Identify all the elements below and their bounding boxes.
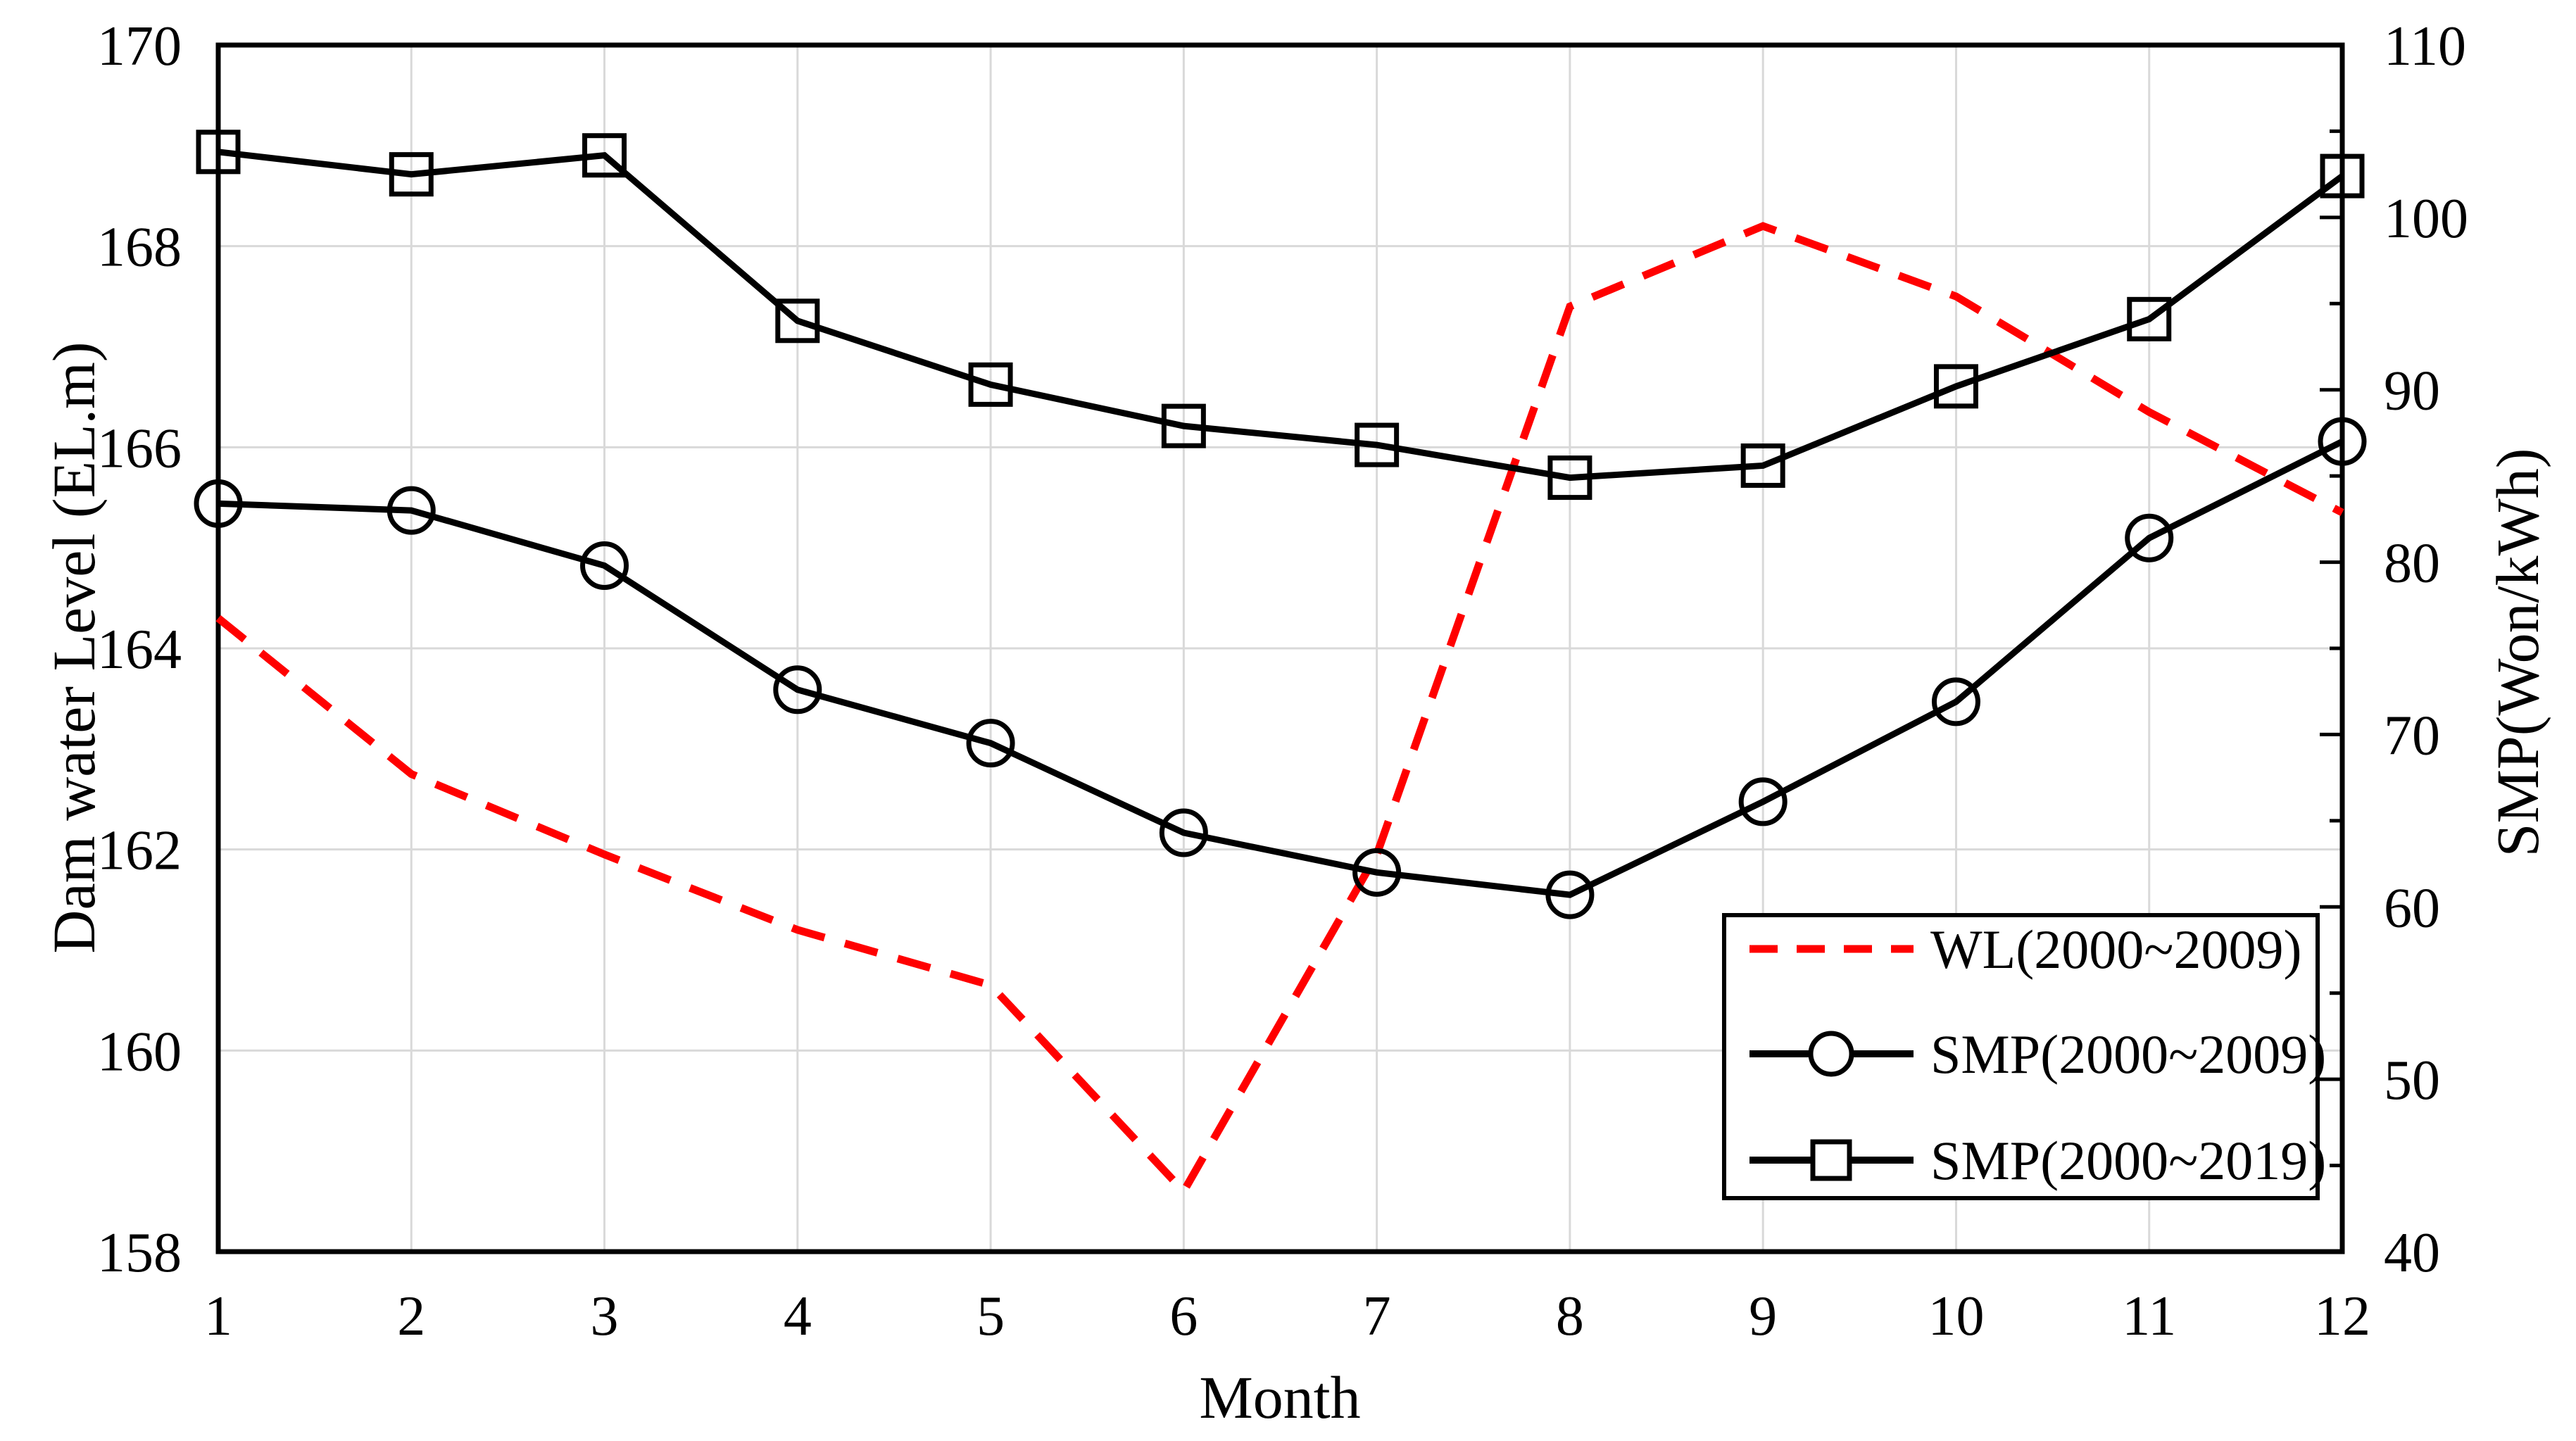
square-marker	[1933, 364, 1978, 409]
square-marker	[1355, 422, 1400, 467]
right-axis-tick-label: 60	[2384, 877, 2440, 939]
left-axis-tick-label: 166	[97, 417, 182, 479]
x-axis-title: Month	[1199, 1364, 1361, 1431]
left-axis-tick-label: 170	[97, 15, 182, 77]
square-marker	[2127, 296, 2172, 341]
square-marker	[389, 152, 434, 197]
square-marker	[1161, 403, 1206, 448]
circle-marker	[773, 665, 822, 715]
left-axis-tick-label: 164	[97, 619, 182, 681]
square-marker	[1740, 443, 1785, 488]
left-axis-tick-label: 162	[97, 820, 182, 882]
right-axis-tick-label: 80	[2384, 533, 2440, 595]
circle-marker	[966, 719, 1015, 768]
x-axis-tick-label: 12	[2314, 1285, 2370, 1347]
x-axis-tick-label: 7	[1363, 1285, 1391, 1347]
circle-marker	[1545, 870, 1595, 919]
square-marker	[775, 298, 820, 344]
x-axis-tick-label: 5	[976, 1285, 1005, 1347]
left-axis-title: Dam water Level (EL.m)	[40, 341, 108, 954]
circle-marker	[194, 479, 243, 528]
right-axis-tick-label: 40	[2384, 1222, 2440, 1284]
circle-marker	[580, 541, 629, 590]
x-axis-tick-label: 2	[397, 1285, 425, 1347]
right-axis-title: SMP(Won/kWh)	[2484, 448, 2551, 857]
x-axis-tick-label: 4	[784, 1285, 812, 1347]
legend-label: SMP(2000~2009)	[1930, 1024, 2326, 1085]
circle-marker	[1159, 808, 1208, 857]
circle-marker	[2125, 513, 2174, 562]
square-marker	[2320, 153, 2365, 199]
plot-border	[215, 42, 2345, 1254]
x-axis-tick-label: 11	[2122, 1285, 2176, 1347]
legend-label: WL(2000~2009)	[1930, 919, 2301, 980]
smp-2000-2009--line	[218, 439, 2344, 898]
right-axis-tick-label: 100	[2384, 188, 2468, 250]
legend-label: SMP(2000~2019)	[1930, 1130, 2326, 1191]
x-axis-tick-label: 6	[1169, 1285, 1198, 1347]
right-axis-tick-label: 70	[2384, 705, 2440, 767]
right-axis-tick-label: 90	[2384, 360, 2440, 422]
square-marker	[1547, 455, 1592, 501]
smp-2000-2019--line	[218, 149, 2344, 482]
x-axis-tick-label: 1	[204, 1285, 232, 1347]
x-axis-tick-label: 10	[1928, 1285, 1984, 1347]
square-marker	[196, 130, 241, 175]
right-axis-tick-label: 110	[2384, 15, 2466, 77]
circle-marker	[2318, 417, 2367, 466]
square-marker	[968, 362, 1013, 407]
x-axis-tick-label: 3	[591, 1285, 619, 1347]
left-axis-tick-label: 160	[97, 1021, 182, 1083]
legend-square-marker	[1810, 1139, 1852, 1181]
left-axis-tick-label: 158	[97, 1222, 182, 1284]
square-marker	[582, 133, 627, 178]
left-axis-tick-label: 168	[97, 217, 182, 279]
legend-circle-marker	[1808, 1031, 1854, 1077]
circle-marker	[387, 486, 436, 535]
right-axis-tick-label: 50	[2384, 1050, 2440, 1112]
wl-2000-2009--line	[215, 222, 2344, 1198]
x-axis-tick-label: 9	[1749, 1285, 1777, 1347]
circle-marker	[1931, 677, 1980, 726]
circle-marker	[1738, 777, 1788, 826]
circle-marker	[1352, 848, 1402, 897]
x-axis-tick-label: 8	[1556, 1285, 1584, 1347]
